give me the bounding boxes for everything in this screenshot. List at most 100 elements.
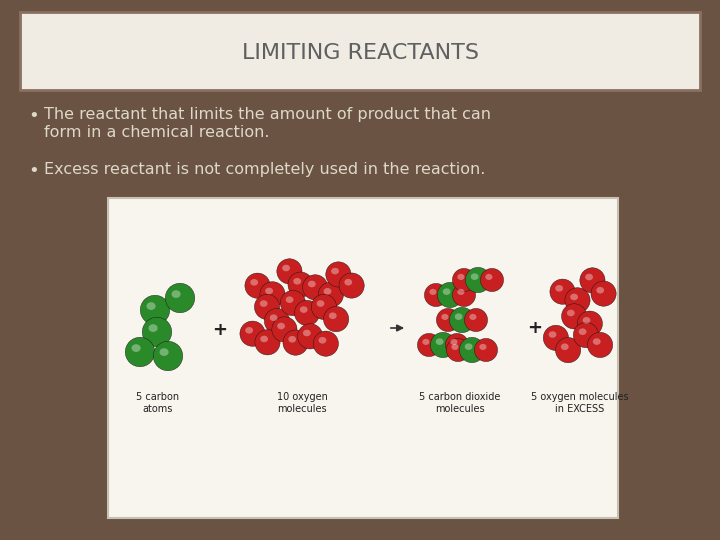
Ellipse shape	[147, 302, 156, 310]
Ellipse shape	[591, 281, 616, 306]
Text: +: +	[528, 319, 542, 337]
Ellipse shape	[480, 268, 503, 292]
Ellipse shape	[297, 324, 323, 349]
Ellipse shape	[280, 291, 305, 316]
Ellipse shape	[593, 338, 600, 345]
Ellipse shape	[561, 343, 569, 350]
Ellipse shape	[455, 313, 462, 320]
Ellipse shape	[245, 273, 270, 298]
Ellipse shape	[303, 330, 311, 336]
Ellipse shape	[125, 338, 155, 367]
Ellipse shape	[570, 294, 578, 300]
Ellipse shape	[311, 294, 336, 320]
Ellipse shape	[254, 294, 279, 320]
Ellipse shape	[562, 303, 587, 329]
Ellipse shape	[457, 274, 464, 280]
Text: 5 carbon dioxide
molecules: 5 carbon dioxide molecules	[419, 392, 500, 414]
Ellipse shape	[323, 307, 348, 332]
Ellipse shape	[485, 274, 492, 280]
Text: •: •	[28, 107, 39, 125]
Text: 5 oxygen molecules
in EXCESS: 5 oxygen molecules in EXCESS	[531, 392, 629, 414]
Ellipse shape	[302, 275, 328, 300]
Ellipse shape	[449, 307, 474, 333]
Ellipse shape	[464, 343, 472, 350]
Ellipse shape	[329, 313, 337, 319]
Ellipse shape	[580, 268, 605, 293]
Ellipse shape	[143, 318, 171, 347]
Ellipse shape	[446, 339, 469, 362]
Ellipse shape	[452, 284, 475, 307]
Text: +: +	[212, 321, 228, 339]
Ellipse shape	[438, 282, 463, 308]
Ellipse shape	[418, 333, 441, 356]
Ellipse shape	[171, 290, 181, 298]
Ellipse shape	[474, 339, 498, 362]
FancyBboxPatch shape	[108, 198, 618, 518]
Ellipse shape	[457, 289, 464, 295]
Ellipse shape	[318, 337, 326, 343]
Ellipse shape	[431, 333, 456, 357]
Ellipse shape	[441, 314, 449, 320]
Ellipse shape	[260, 300, 268, 307]
Text: Excess reactant is not completely used in the reaction.: Excess reactant is not completely used i…	[44, 162, 485, 177]
Ellipse shape	[556, 338, 581, 363]
Ellipse shape	[550, 279, 575, 304]
Ellipse shape	[446, 333, 469, 356]
Ellipse shape	[166, 284, 194, 313]
Ellipse shape	[331, 268, 339, 274]
Ellipse shape	[464, 308, 487, 332]
Ellipse shape	[469, 314, 477, 320]
Ellipse shape	[251, 279, 258, 286]
Ellipse shape	[465, 267, 490, 293]
Ellipse shape	[344, 279, 352, 286]
Ellipse shape	[132, 344, 140, 352]
Ellipse shape	[436, 308, 459, 332]
Ellipse shape	[255, 330, 280, 355]
FancyBboxPatch shape	[20, 12, 700, 90]
Ellipse shape	[272, 317, 297, 342]
Text: form in a chemical reaction.: form in a chemical reaction.	[44, 125, 269, 140]
Ellipse shape	[317, 300, 325, 307]
Ellipse shape	[555, 285, 563, 292]
Ellipse shape	[339, 273, 364, 298]
Ellipse shape	[573, 322, 598, 348]
Ellipse shape	[471, 273, 479, 280]
Ellipse shape	[148, 324, 158, 332]
Ellipse shape	[300, 306, 307, 313]
Ellipse shape	[153, 341, 183, 370]
Ellipse shape	[459, 338, 485, 362]
Ellipse shape	[585, 274, 593, 280]
Ellipse shape	[325, 262, 351, 287]
Ellipse shape	[450, 339, 457, 345]
Ellipse shape	[277, 259, 302, 284]
Ellipse shape	[452, 268, 475, 292]
Ellipse shape	[294, 300, 320, 326]
Ellipse shape	[264, 308, 289, 334]
Ellipse shape	[288, 336, 296, 342]
Text: 10 oxygen
molecules: 10 oxygen molecules	[276, 392, 328, 414]
Ellipse shape	[265, 288, 273, 294]
Ellipse shape	[160, 348, 168, 356]
Ellipse shape	[323, 288, 331, 295]
Ellipse shape	[282, 265, 290, 271]
Text: LIMITING REACTANTS: LIMITING REACTANTS	[241, 43, 479, 63]
Ellipse shape	[260, 336, 268, 342]
Ellipse shape	[308, 281, 315, 287]
Ellipse shape	[436, 339, 444, 345]
Ellipse shape	[283, 330, 308, 355]
Ellipse shape	[549, 331, 557, 338]
Ellipse shape	[425, 284, 448, 307]
Ellipse shape	[582, 317, 590, 323]
Ellipse shape	[423, 339, 430, 345]
Ellipse shape	[544, 325, 569, 350]
Ellipse shape	[246, 327, 253, 334]
Ellipse shape	[596, 287, 604, 294]
Ellipse shape	[565, 288, 590, 313]
Ellipse shape	[318, 282, 343, 307]
Ellipse shape	[588, 332, 613, 357]
Ellipse shape	[240, 321, 265, 346]
Text: 5 carbon
atoms: 5 carbon atoms	[136, 392, 179, 414]
Ellipse shape	[429, 289, 436, 295]
Ellipse shape	[451, 344, 459, 350]
Ellipse shape	[260, 282, 285, 307]
